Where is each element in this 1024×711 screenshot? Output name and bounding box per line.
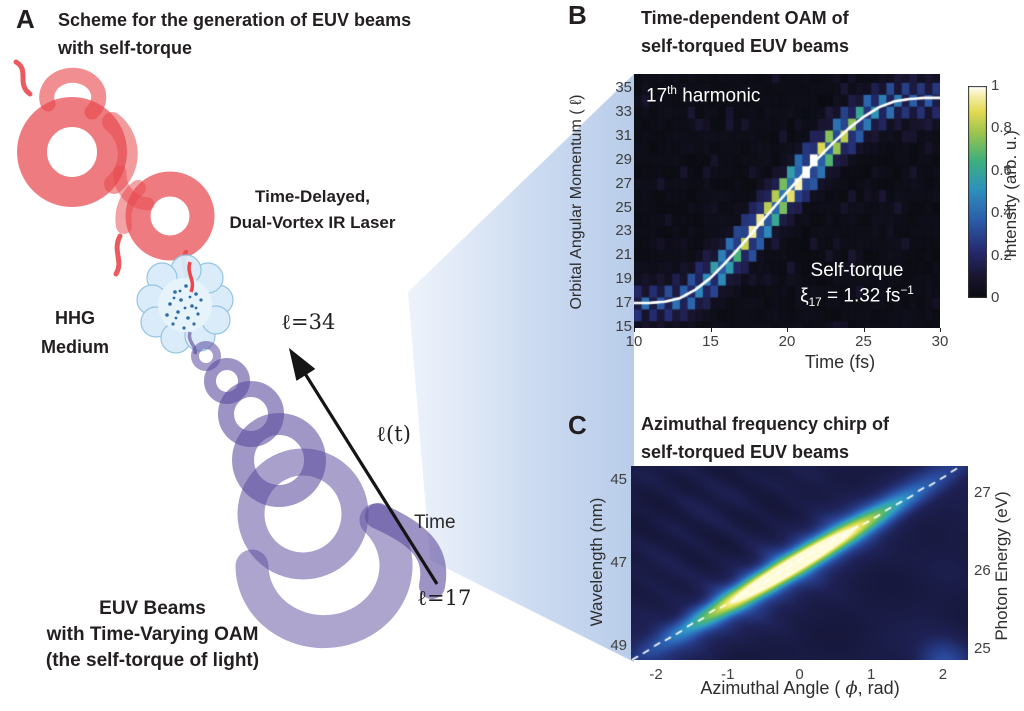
cbar-tick-0.6: 0.6 [991,161,1012,179]
panel-a-letter: A [16,4,35,34]
c-xtick--2: -2 [649,666,663,683]
panel-c-letter: C [568,410,587,440]
b-ytick-27: 27 [615,174,632,192]
c-xtick-2: 2 [938,666,948,683]
b-ytick-25: 25 [615,198,632,216]
ir-laser-label: Time-Delayed, Dual-Vortex IR Laser [229,187,396,232]
panel-c-ylabel-right: Photon Energy (eV) [992,491,1011,641]
b-xtickmark-10 [634,328,635,332]
arrow-top-label: ℓ=34 [281,310,336,334]
self-torque-annotation-line2: ξ17 = 1.32 fs−1 [800,284,914,310]
b-xtickmark-15 [710,328,712,332]
ir-vortex-beams [13,59,215,293]
b-ytick-17: 17 [615,293,632,311]
b-ytick-35: 35 [615,79,632,97]
c-xtick--1: -1 [721,666,735,683]
oam-heatmap-canvas [634,74,940,328]
harmonic-annotation: 17th harmonic [646,84,761,107]
c-xtick-0: 0 [795,666,804,683]
hhg-medium-cloud [136,254,234,355]
beam-wedge [408,74,634,662]
hhg-medium-label: HHG Medium [40,308,109,357]
oam-time-arrow [288,347,439,585]
b-ytick-21: 21 [615,246,632,264]
cbar-tick-0.4: 0.4 [991,204,1012,222]
b-xtickmark-20 [787,328,788,332]
b-ytick-15: 15 [615,317,632,335]
cbar-tick-0.8: 0.8 [991,119,1012,137]
c-ytick-left-49: 49 [610,636,627,654]
b-xtickmark-30 [940,328,941,332]
phi-symbol: ϕ [845,678,858,699]
b-xtickmark-25 [863,328,865,332]
arrow-time-label: Time [414,512,456,533]
panel-b-xlabel: Time (fs) [804,352,876,372]
b-xtick-10: 10 [625,333,643,350]
panel-a-title-line1: Scheme for the generation of EUV beams [58,10,412,30]
panel-c-xlabel: Azimuthal Angle ( ϕ, rad) [700,678,900,699]
b-ytick-19: 19 [615,270,632,288]
panel-a-title: Scheme for the generation of EUV beams wi… [58,6,411,62]
b-xtick-30: 30 [931,333,949,350]
c-ytick-left-45: 45 [610,471,627,489]
c-ytick-right-25: 25 [974,640,991,657]
b-ytick-33: 33 [615,103,632,121]
c-ytick-right-26: 26 [974,562,991,579]
colorbar-label: Intensity (arb. u.) [1001,130,1020,258]
b-ytick-23: 23 [615,222,632,240]
b-ytick-31: 31 [615,127,632,144]
panel-a-illustration [13,59,634,662]
panel-b-title: Time-dependent OAM of self-torqued EUV be… [641,8,850,56]
b-ytick-29: 29 [615,150,632,168]
cbar-tick-0: 0 [991,289,1000,306]
c-ytick-right-27: 27 [974,484,991,501]
cbar-tick-1: 1 [991,77,1000,94]
c-ytick-left-47: 47 [610,554,627,571]
b-xtick-15: 15 [702,333,719,350]
euv-beams-label: EUV Beams with Time-Varying OAM (the self-… [45,598,260,671]
self-torque-annotation-line1: Self-torque [810,260,904,281]
chirp-heatmap-canvas [631,466,968,660]
b-xtick-20: 20 [778,333,796,350]
panel-b-letter: B [568,0,587,30]
panel-c-title: Azimuthal frequency chirp of self-torqued… [641,414,890,462]
c-xtick-1: 1 [867,666,876,683]
cbar-tick-0.2: 0.2 [991,246,1012,264]
arrow-bottom-label: ℓ=17 [417,586,472,610]
panel-a-title-line2: with self-torque [58,38,192,58]
b-xtick-25: 25 [855,333,872,350]
panel-b-ylabel: Orbital Angular Momentum ( ℓ) [568,94,585,310]
arrow-mid-label: ℓ(t) [376,422,411,446]
intensity-colorbar [968,86,987,298]
